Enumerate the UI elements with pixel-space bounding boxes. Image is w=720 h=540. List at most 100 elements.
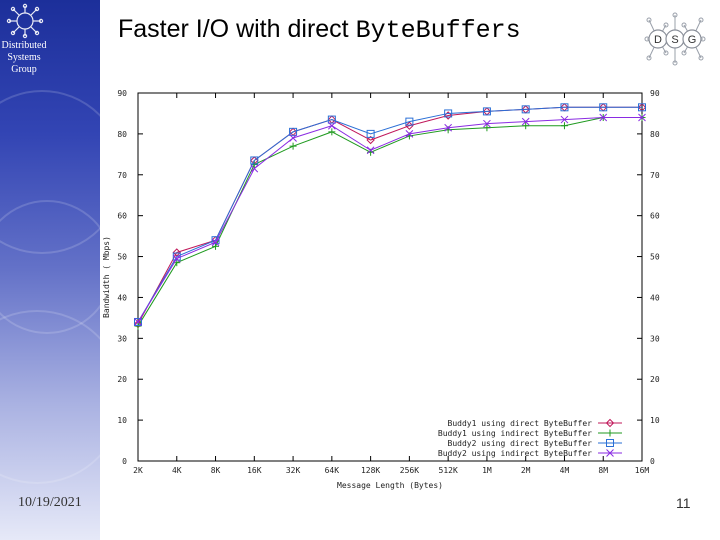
data-point bbox=[599, 103, 608, 112]
data-point bbox=[211, 236, 220, 245]
y-tick-label: 40 bbox=[650, 293, 660, 302]
data-point bbox=[211, 238, 220, 247]
data-point bbox=[405, 117, 414, 126]
data-point bbox=[250, 164, 259, 173]
data-point bbox=[444, 123, 453, 132]
x-tick-label: 2K bbox=[133, 466, 143, 475]
y-tick-label: 10 bbox=[117, 416, 127, 425]
data-point bbox=[521, 105, 530, 114]
plot-frame bbox=[137, 92, 643, 462]
data-point bbox=[483, 119, 491, 128]
data-point bbox=[560, 115, 569, 124]
x-tick-label: 256K bbox=[400, 466, 419, 475]
data-point bbox=[560, 103, 569, 112]
data-point bbox=[327, 121, 336, 130]
data-point bbox=[366, 146, 375, 155]
legend-label: Buddy1 using indirect ByteBuffer bbox=[438, 429, 592, 438]
slide-date: 10/19/2021 bbox=[18, 495, 82, 510]
legend-label: Buddy2 using indirect ByteBuffer bbox=[438, 449, 592, 458]
legend-label: Buddy2 using direct ByteBuffer bbox=[448, 439, 593, 448]
y-tick-label: 70 bbox=[650, 171, 660, 180]
x-tick-label: 32K bbox=[286, 466, 301, 475]
data-point bbox=[599, 113, 608, 122]
data-point bbox=[638, 103, 646, 112]
logo-letter: G bbox=[688, 34, 697, 46]
data-point bbox=[560, 122, 568, 130]
sidebar-decoration: Distributed Systems Group bbox=[0, 0, 100, 540]
legend-marker bbox=[605, 418, 615, 428]
y-tick-label: 80 bbox=[650, 130, 660, 139]
x-tick-label: 4M bbox=[560, 466, 570, 475]
y-tick-label: 0 bbox=[122, 457, 127, 466]
data-point bbox=[250, 156, 259, 165]
data-point bbox=[289, 134, 297, 142]
data-point bbox=[134, 317, 142, 326]
dsg-logo-icon: D S G bbox=[644, 12, 706, 66]
group-label-line: Group bbox=[11, 64, 37, 75]
data-point bbox=[366, 135, 375, 145]
series-line bbox=[137, 106, 642, 323]
x-tick-label: 16M bbox=[635, 466, 650, 475]
logo-letter: S bbox=[671, 34, 678, 46]
slide-title-code: ByteBuffers bbox=[355, 16, 521, 45]
data-point bbox=[444, 109, 453, 118]
data-point bbox=[482, 107, 491, 116]
y-tick-label: 70 bbox=[117, 171, 127, 180]
legend-marker bbox=[606, 429, 614, 437]
y-tick-label: 90 bbox=[650, 89, 660, 98]
data-point bbox=[289, 127, 298, 136]
y-tick-label: 20 bbox=[650, 375, 660, 384]
x-tick-label: 1M bbox=[482, 466, 492, 475]
y-tick-label: 60 bbox=[650, 212, 660, 221]
data-point bbox=[289, 142, 297, 150]
data-point bbox=[328, 128, 336, 136]
logo-letter: D bbox=[654, 34, 662, 46]
y-tick-label: 50 bbox=[650, 253, 660, 262]
x-tick-label: 512K bbox=[439, 466, 458, 475]
x-tick-label: 8M bbox=[598, 466, 608, 475]
y-tick-label: 30 bbox=[650, 334, 660, 343]
y-tick-label: 10 bbox=[650, 416, 660, 425]
x-axis-label: Message Length (Bytes) bbox=[337, 481, 443, 490]
legend-marker bbox=[606, 449, 614, 457]
data-point bbox=[134, 322, 142, 330]
x-tick-label: 16K bbox=[247, 466, 262, 475]
legend-label: Buddy1 using direct ByteBuffer bbox=[448, 419, 593, 428]
page-number: 11 bbox=[676, 495, 691, 511]
slide-title-text: Faster I/O with direct bbox=[118, 15, 356, 43]
data-point bbox=[521, 117, 530, 126]
y-tick-label: 30 bbox=[117, 334, 127, 343]
x-tick-label: 2M bbox=[521, 466, 531, 475]
series-line bbox=[137, 117, 642, 327]
data-point bbox=[405, 130, 414, 138]
data-point bbox=[134, 318, 142, 326]
data-point bbox=[172, 252, 181, 261]
y-tick-label: 60 bbox=[117, 212, 127, 221]
data-point bbox=[638, 113, 646, 122]
legend-marker bbox=[606, 439, 614, 447]
x-tick-label: 128K bbox=[361, 466, 380, 475]
data-point bbox=[366, 129, 375, 138]
data-point bbox=[405, 121, 414, 130]
data-point bbox=[172, 254, 181, 263]
y-tick-label: 80 bbox=[117, 130, 127, 139]
x-tick-label: 64K bbox=[325, 466, 340, 475]
group-label: Distributed Systems Group bbox=[0, 40, 48, 76]
y-tick-label: 40 bbox=[117, 293, 127, 302]
y-tick-label: 0 bbox=[650, 457, 655, 466]
x-tick-label: 8K bbox=[211, 466, 221, 475]
y-tick-label: 50 bbox=[117, 253, 127, 262]
y-tick-label: 20 bbox=[117, 375, 127, 384]
slide-title: Faster I/O with direct ByteBuffers bbox=[118, 15, 521, 45]
y-axis-label: Bandwidth ( Mbps) bbox=[102, 236, 111, 318]
data-point bbox=[172, 248, 181, 257]
data-point bbox=[327, 115, 336, 124]
series-line bbox=[137, 117, 642, 323]
y-tick-label: 90 bbox=[117, 89, 127, 98]
data-point bbox=[522, 122, 530, 130]
data-point bbox=[483, 124, 491, 132]
network-logo-icon bbox=[6, 3, 44, 39]
series-line bbox=[137, 106, 642, 325]
group-label-line: Systems bbox=[7, 52, 41, 63]
bandwidth-chart: 0 0 10 10 20 20 30 30 40 40 50 50 60 60 70 70 80 80 90 90 2K… bbox=[102, 89, 660, 490]
